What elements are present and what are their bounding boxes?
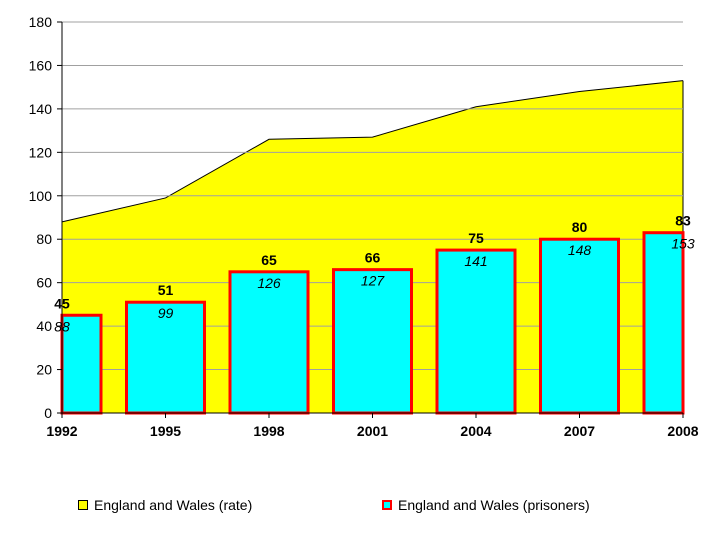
bar-2001 <box>332 268 413 415</box>
bar-2007 <box>539 237 620 415</box>
bar-1995 <box>125 300 206 415</box>
rate-data-label: 148 <box>568 242 592 258</box>
legend-swatch-rate <box>78 500 88 510</box>
prisoners-data-label: 66 <box>365 250 381 266</box>
prisoners-data-label: 75 <box>468 230 484 246</box>
legend: England and Wales (rate) England and Wal… <box>78 497 698 517</box>
x-tick-label: 1992 <box>46 423 77 439</box>
x-tick-label: 2007 <box>564 423 595 439</box>
legend-label-prisoners: England and Wales (prisoners) <box>398 497 590 513</box>
legend-label-rate: England and Wales (rate) <box>94 497 253 513</box>
rate-data-label: 126 <box>257 275 281 291</box>
x-tick-label: 1995 <box>150 423 181 439</box>
prisoners-data-label: 51 <box>158 282 174 298</box>
y-tick-label: 160 <box>29 57 53 73</box>
rate-data-label: 153 <box>671 236 695 252</box>
bar-2004 <box>435 248 517 415</box>
bar-1998 <box>228 270 310 415</box>
legend-item-prisoners: England and Wales (prisoners) <box>382 497 590 513</box>
y-tick-label: 80 <box>36 231 52 247</box>
bar-2008 <box>642 231 685 415</box>
y-tick-label: 40 <box>36 318 52 334</box>
y-tick-label: 100 <box>29 188 53 204</box>
y-tick-label: 0 <box>44 405 52 421</box>
y-tick-label: 180 <box>29 14 53 30</box>
y-tick-label: 120 <box>29 144 53 160</box>
x-tick-label: 2008 <box>667 423 698 439</box>
rate-data-label: 99 <box>158 305 174 321</box>
legend-swatch-prisoners <box>382 500 392 510</box>
prisoners-data-label: 65 <box>261 252 277 268</box>
y-tick-label: 20 <box>36 362 52 378</box>
prisoners-data-label: 80 <box>572 219 588 235</box>
x-tick-label: 1998 <box>253 423 284 439</box>
rate-line <box>61 80 684 223</box>
rate-area <box>62 80 683 414</box>
rate-data-label: 88 <box>54 318 70 334</box>
x-tick-label: 2004 <box>460 423 491 439</box>
x-tick-label: 2001 <box>357 423 388 439</box>
y-tick-label: 60 <box>36 275 52 291</box>
prisoners-data-label: 83 <box>675 213 691 229</box>
prisoners-data-label: 45 <box>54 295 70 311</box>
rate-data-label: 127 <box>361 273 386 289</box>
y-tick-label: 140 <box>29 101 53 117</box>
rate-data-label: 141 <box>464 253 487 269</box>
legend-item-rate: England and Wales (rate) <box>78 497 252 513</box>
